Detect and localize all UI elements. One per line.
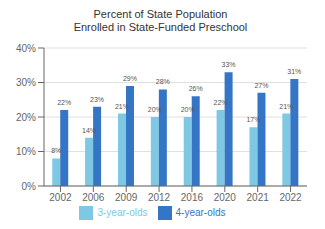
svg-text:31%: 31% <box>287 68 301 75</box>
svg-text:23%: 23% <box>90 96 104 103</box>
svg-text:2009: 2009 <box>115 192 138 203</box>
svg-text:26%: 26% <box>189 85 203 92</box>
svg-text:21%: 21% <box>279 103 293 110</box>
svg-text:8%: 8% <box>51 147 61 154</box>
svg-text:29%: 29% <box>123 75 137 82</box>
svg-text:20%: 20% <box>181 106 195 113</box>
svg-text:2016: 2016 <box>181 192 204 203</box>
svg-text:2006: 2006 <box>82 192 105 203</box>
html-text:Percent of State Population: Percent of State Population <box>93 8 228 20</box>
svg-text:33%: 33% <box>222 61 236 68</box>
svg-text:2012: 2012 <box>148 192 171 203</box>
svg-text:20%: 20% <box>16 112 36 123</box>
svg-text:21%: 21% <box>115 103 129 110</box>
html-text:4-year-olds: 4-year-olds <box>175 206 226 218</box>
html-text:Enrolled in State-Funded Presc: Enrolled in State-Funded Preschool <box>73 21 248 33</box>
svg-text:22%: 22% <box>214 99 228 106</box>
svg-text:17%: 17% <box>246 116 260 123</box>
svg-text:28%: 28% <box>156 78 170 85</box>
svg-text:14%: 14% <box>82 127 96 134</box>
html-text:3-year-olds: 3-year-olds <box>97 206 148 218</box>
svg-text:2022: 2022 <box>279 192 302 203</box>
svg-text:30%: 30% <box>16 77 36 88</box>
svg-text:2020: 2020 <box>214 192 237 203</box>
svg-text:2002: 2002 <box>49 192 72 203</box>
svg-text:2021: 2021 <box>247 192 270 203</box>
svg-text:40%: 40% <box>16 43 36 54</box>
svg-text:20%: 20% <box>148 106 162 113</box>
svg-text:27%: 27% <box>254 82 268 89</box>
svg-text:22%: 22% <box>57 99 71 106</box>
svg-text:0%: 0% <box>22 181 37 192</box>
svg-text:10%: 10% <box>16 146 36 157</box>
